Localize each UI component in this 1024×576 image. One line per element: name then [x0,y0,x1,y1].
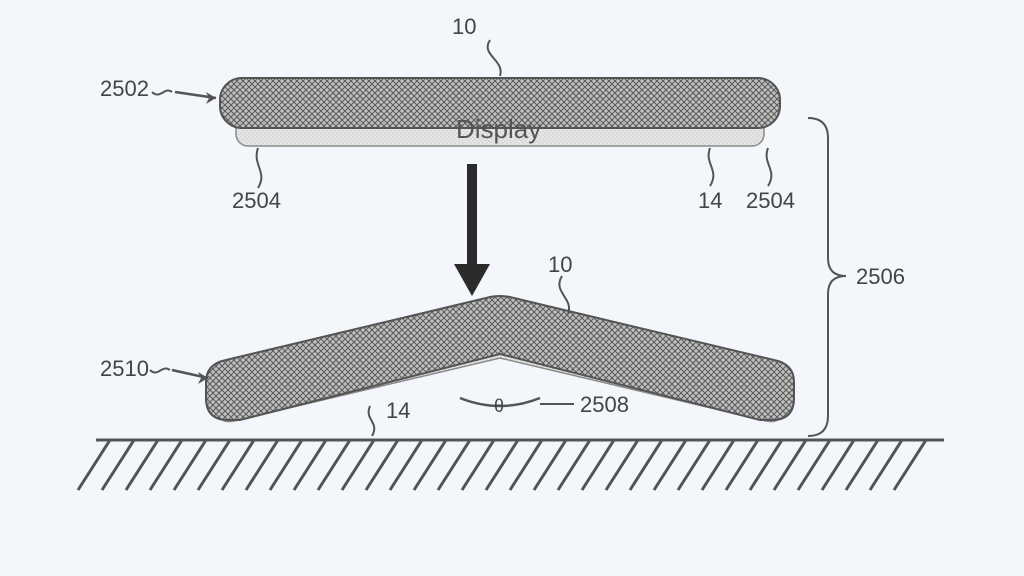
label-display: Display [456,114,541,145]
leader-14-top [709,148,714,186]
label-mid-10: 10 [548,252,572,278]
label-2506: 2506 [856,264,905,290]
label-theta: θ [494,396,504,417]
leader-2504-right [767,148,772,186]
label-2502: 2502 [100,76,149,102]
label-2504-left: 2504 [232,188,281,214]
label-2510: 2510 [100,356,149,382]
diagram-canvas: 10 2502 2504 14 2504 Display 10 2510 14 … [0,0,1024,576]
leader-top-10 [488,40,501,76]
label-top-10: 10 [452,14,476,40]
label-14-mid: 14 [386,398,410,424]
label-14-top: 14 [698,188,722,214]
down-arrow [454,164,490,296]
label-2508: 2508 [580,392,629,418]
ground [78,440,944,490]
leader-2502 [152,90,216,104]
leader-14-mid [369,406,375,436]
leader-2504-left [257,148,262,188]
leader-2510 [150,368,208,384]
bracket-2506 [808,118,846,436]
label-2504-right: 2504 [746,188,795,214]
